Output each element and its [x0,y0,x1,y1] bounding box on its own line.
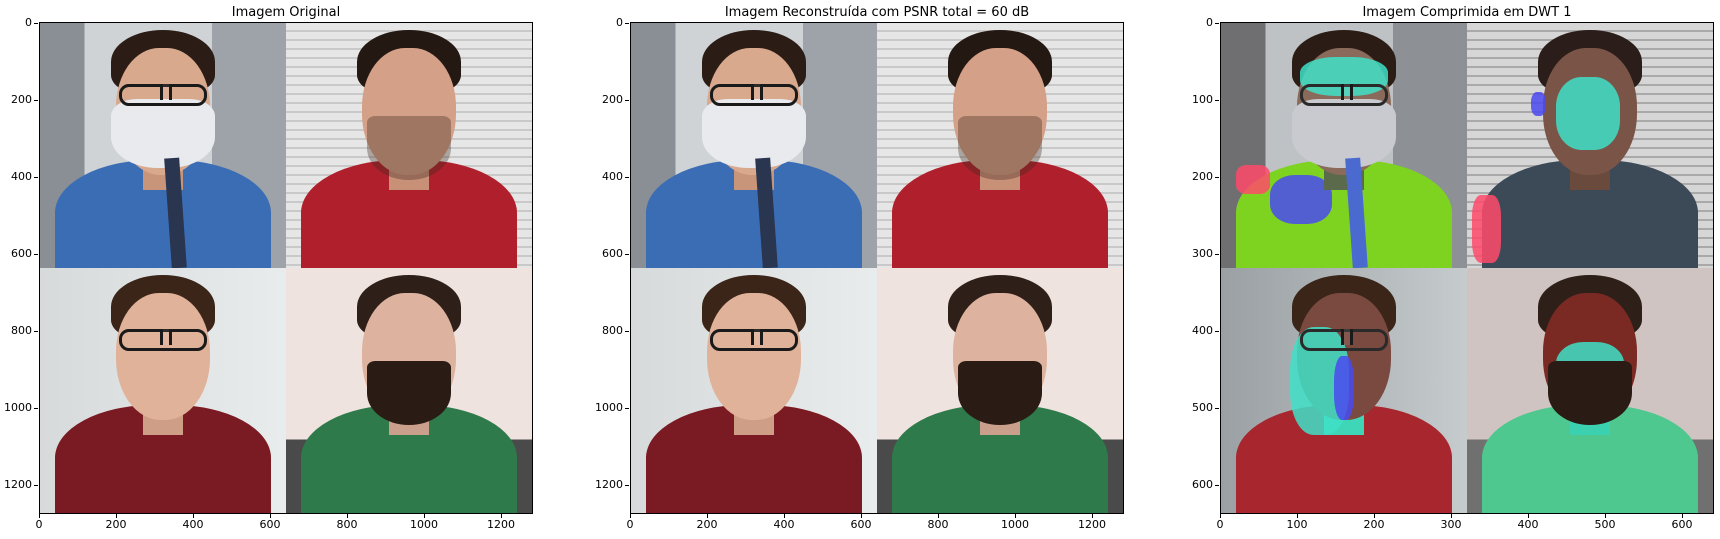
x-tick-label: 1000 [995,514,1035,531]
y-tick-label: 0 [1173,16,1219,29]
quadrant-person-glasses [631,268,877,513]
quadrant-person-mask [631,23,877,268]
y-tick-label: 1000 [0,401,38,414]
x-tick-label: 400 [173,514,213,531]
x-tick-label: 0 [610,514,650,531]
y-tick-label: 800 [583,324,629,337]
y-tick-label: 0 [583,16,629,29]
y-tick-label: 1200 [583,478,629,491]
panel-compressed: Imagem Comprimida em DWT 1 [1182,0,1720,539]
x-tick-label: 200 [1354,514,1394,531]
image-reconstructed [630,22,1124,514]
image-compressed [1220,22,1714,514]
quadrant-person-red-shirt [286,23,532,268]
x-tick-label: 300 [1431,514,1471,531]
y-tick-label: 600 [0,247,38,260]
quadrant-person-mask [40,23,286,268]
quadrant-person-red-shirt [877,23,1123,268]
x-tick-label: 800 [327,514,367,531]
quadrant-person-green-shirt [1467,268,1713,513]
quadrant-person-green-shirt [286,268,532,513]
x-tick-label: 200 [96,514,136,531]
y-tick-label: 600 [583,247,629,260]
image-original [39,22,533,514]
panel-original: Imagem Original [0,0,560,539]
y-tick-label: 400 [1173,324,1219,337]
x-tick-label: 0 [1200,514,1240,531]
x-tick-label: 200 [687,514,727,531]
x-tick-label: 1200 [481,514,521,531]
x-tick-label: 600 [250,514,290,531]
x-tick-label: 0 [19,514,59,531]
y-tick-label: 800 [0,324,38,337]
y-tick-label: 500 [1173,401,1219,414]
y-tick-label: 200 [1173,170,1219,183]
x-tick-label: 500 [1585,514,1625,531]
quadrant-person-glasses [1221,268,1467,513]
x-tick-label: 600 [841,514,881,531]
y-tick-label: 400 [583,170,629,183]
y-tick-label: 200 [0,93,38,106]
quadrant-person-red-shirt [1467,23,1713,268]
quadrant-person-glasses [40,268,286,513]
y-tick-label: 600 [1173,478,1219,491]
y-tick-label: 100 [1173,93,1219,106]
quadrant-person-green-shirt [877,268,1123,513]
x-tick-label: 1000 [404,514,444,531]
x-tick-label: 400 [1508,514,1548,531]
y-tick-label: 0 [0,16,38,29]
y-tick-label: 1000 [583,401,629,414]
x-tick-label: 800 [918,514,958,531]
x-tick-label: 100 [1277,514,1317,531]
y-tick-label: 1200 [0,478,38,491]
y-tick-label: 200 [583,93,629,106]
x-tick-label: 1200 [1072,514,1112,531]
panel-title: Imagem Original [231,5,341,20]
y-tick-label: 300 [1173,247,1219,260]
panel-title: Imagem Comprimida em DWT 1 [1362,5,1572,20]
y-tick-label: 400 [0,170,38,183]
panel-reconstructed: Imagem Reconstruída com PSNR total = 60 … [591,0,1151,539]
x-tick-label: 400 [764,514,804,531]
x-tick-label: 600 [1662,514,1702,531]
panel-title: Imagem Reconstruída com PSNR total = 60 … [724,5,1030,20]
quadrant-person-mask [1221,23,1467,268]
